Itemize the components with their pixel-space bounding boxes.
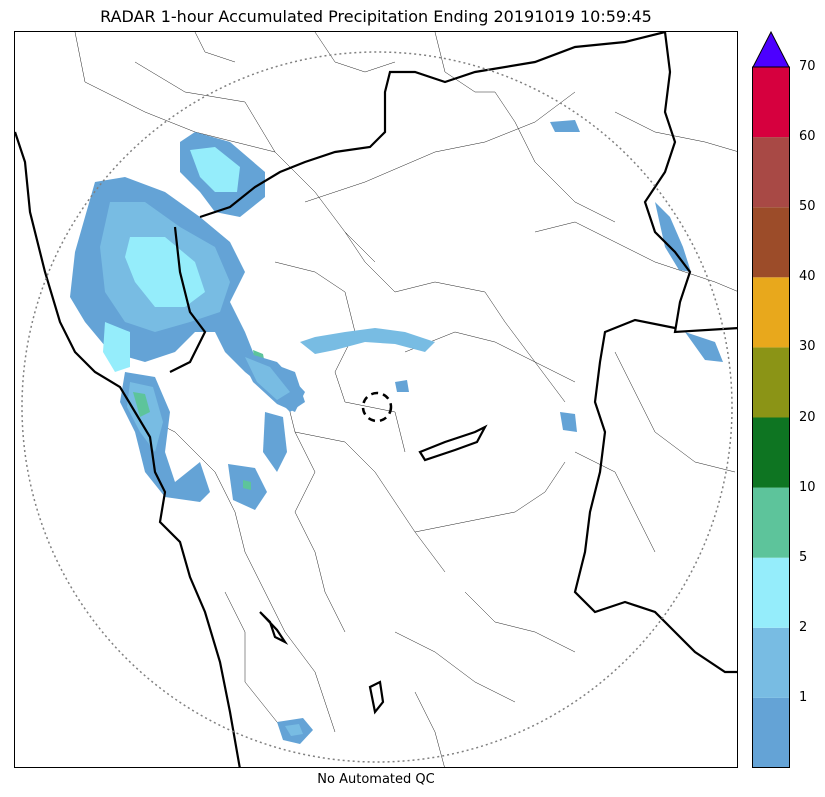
colorbar-tick-label: 5 <box>799 549 808 565</box>
colorbar-tick-label: 2 <box>799 619 808 635</box>
colorbar <box>752 31 790 768</box>
qc-status-label: No Automated QC <box>317 772 435 787</box>
colorbar-tick-label: 30 <box>799 339 816 355</box>
colorbar-tick-label: 40 <box>799 269 816 285</box>
state-boundaries <box>15 32 737 767</box>
colorbar-segment <box>753 627 789 698</box>
colorbar-segment <box>753 347 789 418</box>
colorbar-segment <box>753 207 789 278</box>
precipitation-echoes <box>70 120 723 744</box>
colorbar-segment <box>753 487 789 558</box>
colorbar-segment <box>753 67 789 138</box>
radar-map[interactable] <box>14 31 738 768</box>
colorbar-tick-label: 70 <box>799 59 816 74</box>
colorbar-tick-label: 20 <box>799 409 816 425</box>
district-boundaries <box>74 32 737 767</box>
colorbar-segment <box>753 697 789 768</box>
colorbar-tick-label: 1 <box>799 689 808 705</box>
map-title: RADAR 1-hour Accumulated Precipitation E… <box>100 7 652 26</box>
colorbar-segment <box>753 557 789 628</box>
map-canvas <box>15 32 737 767</box>
radar-site-marker <box>361 391 393 423</box>
colorbar-segment <box>753 277 789 348</box>
colorbar-tick-label: 60 <box>799 129 816 145</box>
colorbar-tick-label: 50 <box>799 199 816 215</box>
colorbar-overflow-triangle <box>752 31 790 68</box>
range-ring <box>21 51 733 763</box>
colorbar-tick-label: 10 <box>799 479 816 495</box>
colorbar-segment <box>753 417 789 488</box>
colorbar-graphic <box>752 31 790 768</box>
colorbar-segment <box>753 137 789 208</box>
